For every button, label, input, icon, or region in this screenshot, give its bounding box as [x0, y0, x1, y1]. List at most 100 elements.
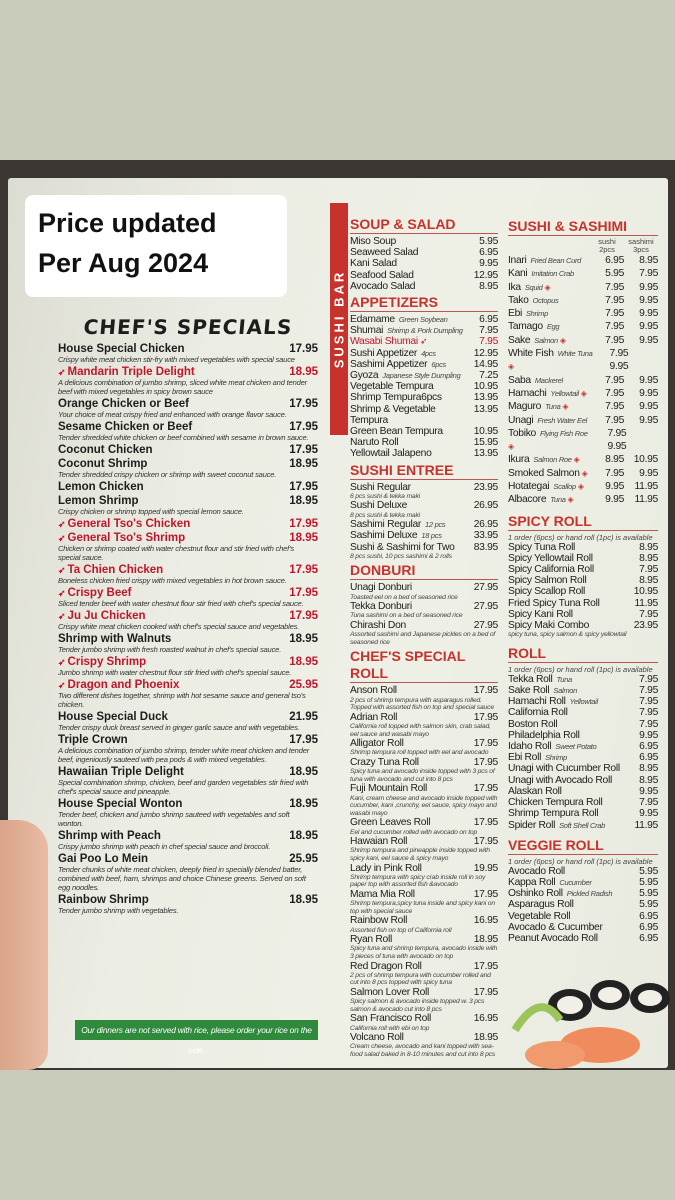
- item-name: Coconut Shrimp: [58, 458, 148, 470]
- item-price: 15.95: [473, 437, 499, 449]
- menu-item: Sake Salmon ◈ 7.95 9.95: [508, 334, 658, 347]
- menu-item: House Special Chicken 17.95 Crispy white m…: [58, 343, 318, 364]
- item-name: Maguro: [508, 401, 542, 413]
- item-name-wrap: Miso Soup: [350, 236, 396, 247]
- item-note: 6pcs: [431, 359, 446, 369]
- chefs-specials-section: CHEF'S SPECIALS House Special Chicken 17.…: [58, 315, 318, 917]
- menu-item: Green Bean Tempura 10.95: [350, 426, 498, 437]
- item-name: Hawaian Roll: [350, 836, 408, 848]
- chefs-specials-list: House Special Chicken 17.95 Crispy white m…: [58, 343, 318, 915]
- item-price: 83.95: [473, 541, 499, 553]
- menu-item-row: ➶ Ju Ju Chicken 17.95: [58, 610, 318, 622]
- menu-item: Spicy Yellowtail Roll 8.95: [508, 553, 658, 564]
- item-name: Sashimi Appetizer: [350, 358, 428, 370]
- menu-item: ➶ General Tso's Chicken 17.95: [58, 518, 318, 530]
- item-name-wrap: Kani Imitation Crab: [508, 267, 574, 280]
- item-name-wrap: Ebi Shrimp: [508, 307, 548, 320]
- section-subtitle: 1 order (6pcs) or hand roll (1pc) is ava…: [508, 664, 653, 674]
- item-name: Kappa Roll: [508, 876, 556, 888]
- menu-section: ROLL 1 order (6pcs) or hand roll (1pc) is…: [508, 645, 658, 831]
- menu-item: Kani Salad 9.95: [350, 258, 498, 269]
- item-price: 8.95: [639, 763, 658, 775]
- item-price: 26.95: [473, 500, 499, 512]
- item-name: Sushi Appetizer: [350, 347, 418, 359]
- sushi-price: 9.95: [605, 494, 624, 506]
- item-note: Shrimp: [525, 309, 548, 319]
- item-name-wrap: Shrimp with Peach: [58, 830, 161, 842]
- item-description: Two different dishes together, shrimp wi…: [58, 691, 306, 709]
- menu-item: Red Dragon Roll 17.95: [350, 961, 498, 972]
- item-price: 18.95: [289, 766, 318, 778]
- menu-item: Anson Roll 17.95: [350, 685, 498, 696]
- item-name: Boston Roll: [508, 718, 558, 730]
- item-name: Philadelphia Roll: [508, 729, 580, 741]
- item-name: Salmon Lover Roll: [350, 986, 430, 998]
- menu-item: Hotategai Scallop ◈ 9.95 11.95: [508, 480, 658, 493]
- item-price: 17.95: [289, 734, 318, 746]
- item-name: Spicy Kani Roll: [508, 608, 573, 620]
- menu-item: ➶ Ju Ju Chicken 17.95 Crispy white meat chi…: [58, 610, 318, 631]
- sashimi-price: 7.95: [639, 268, 658, 280]
- menu-item: Green Leaves Roll 17.95: [350, 817, 498, 828]
- item-name-wrap: Naruto Roll: [350, 437, 399, 448]
- sashimi-price: 9.95: [607, 441, 627, 453]
- item-note: Pickled Radish: [566, 889, 613, 899]
- item-name: Lemon Shrimp: [58, 495, 139, 507]
- menu-item-row: House Special Chicken 17.95: [58, 343, 318, 355]
- item-price: 7.95: [639, 673, 658, 685]
- item-name-wrap: Unagi Donburi: [350, 582, 412, 593]
- item-description: Tender jumbo shrimp with vegetables.: [58, 906, 179, 915]
- item-name: Oshinko Roll: [508, 888, 563, 900]
- menu-item: Spicy Tuna Roll 8.95: [508, 542, 658, 553]
- item-name: Ju Ju Chicken: [67, 610, 146, 622]
- sushi-sashimi-section: SUSHI & SASHIMI sushi sashimi 2pcs 3pcs Inari…: [508, 218, 658, 507]
- sushi-price: 8.95: [605, 454, 624, 466]
- item-name: Mama Mia Roll: [350, 888, 415, 900]
- item-price: 5.95: [479, 236, 498, 247]
- menu-item-row: Hawaiian Triple Delight 18.95: [58, 766, 318, 778]
- item-name: Anson Roll: [350, 685, 397, 697]
- menu-item: Spicy Maki Combo 23.95: [508, 620, 658, 631]
- item-description: Assorted fish on top of California roll: [350, 926, 452, 934]
- item-price: 9.95: [639, 808, 658, 820]
- item-name-wrap: Shrimp with Walnuts: [58, 633, 171, 645]
- menu-item: Adrian Roll 17.95: [350, 712, 498, 723]
- item-name-wrap: Kani Salad: [350, 258, 397, 269]
- item-price: 19.95: [473, 862, 499, 874]
- item-description: 2 pcs of shrimp tempura with asparagus r…: [350, 696, 494, 712]
- item-name-wrap: Coconut Chicken: [58, 444, 153, 456]
- item-price: 18.95: [289, 532, 318, 544]
- item-name-wrap: House Special Wonton: [58, 798, 182, 810]
- item-price: 17.95: [473, 986, 499, 998]
- item-name-wrap: Ebi Roll Shrimp: [508, 752, 567, 763]
- item-name: Red Dragon Roll: [350, 960, 422, 972]
- menu-item: Volcano Roll 18.95: [350, 1032, 498, 1043]
- menu-item: Idaho Roll Sweet Potato 6.95: [508, 741, 658, 752]
- item-name-wrap: Spicy Salmon Roll: [508, 575, 587, 587]
- item-name: Spicy Salmon Roll: [508, 575, 587, 587]
- item-name: Crispy Shrimp: [67, 656, 147, 668]
- menu-item: House Special Wonton 18.95 Tender beef, ch…: [58, 798, 318, 828]
- item-note: Soft Shell Crab: [559, 820, 606, 830]
- sushi-price: 7.95: [609, 348, 629, 360]
- item-name-wrap: Sake Roll Salmon: [508, 685, 577, 696]
- item-note: Tuna: [550, 495, 566, 505]
- chili-pepper-icon: ➶: [58, 533, 66, 543]
- item-name-wrap: Tekka Donburi: [350, 601, 412, 612]
- item-name: Idaho Roll: [508, 741, 552, 753]
- menu-item-row: Rainbow Shrimp 18.95: [58, 894, 318, 906]
- item-name-wrap: Seaweed Salad: [350, 247, 419, 258]
- item-description: Chicken or shrimp coated with water ches…: [58, 544, 294, 562]
- item-name-wrap: Maguro Tuna ◈: [508, 400, 569, 413]
- menu-item: Rainbow Roll 16.95: [350, 915, 498, 926]
- menu-item: Gai Poo Lo Mein 25.95 Tender chunks of whi…: [58, 853, 318, 892]
- item-name-wrap: Green Bean Tempura: [350, 426, 443, 437]
- item-price: 16.95: [473, 1013, 499, 1025]
- menu-item: Rainbow Shrimp 18.95 Tender jumbo shrimp w…: [58, 894, 318, 915]
- item-prices: 7.959.95: [594, 347, 658, 374]
- item-name: Fried Spicy Tuna Roll: [508, 597, 600, 609]
- item-note: Tuna: [556, 674, 573, 684]
- menu-item: Shrimp Tempura Roll 9.95: [508, 808, 658, 819]
- item-price: 17.95: [289, 564, 318, 576]
- item-description: Spicy salmon & avocado inside topped w. …: [350, 998, 485, 1013]
